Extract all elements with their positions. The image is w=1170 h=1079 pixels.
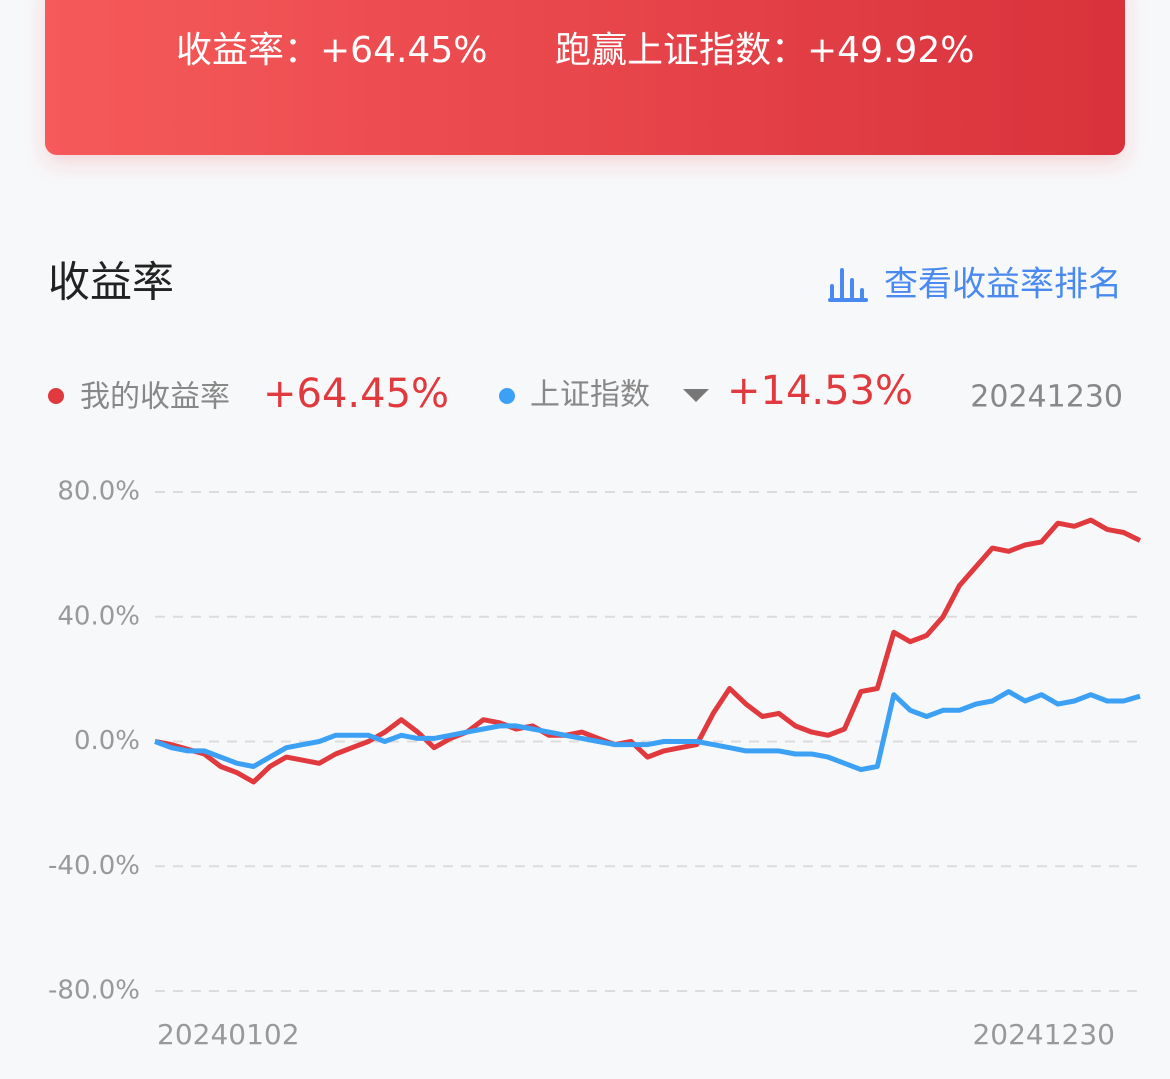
legend-value: +64.45% xyxy=(263,371,449,417)
return-value: +64.45% xyxy=(320,30,487,71)
x-tick-label: 20241230 xyxy=(972,1018,1115,1051)
ranking-link[interactable]: 查看收益率排名 xyxy=(828,265,1122,305)
banner-text: 收益率：+64.45% xyxy=(176,30,487,71)
legend-label[interactable]: 上证指数 xyxy=(530,378,650,413)
legend-value: +14.53% xyxy=(727,368,913,414)
y-tick-label: 80.0% xyxy=(57,477,140,507)
y-tick-label: -40.0% xyxy=(48,851,140,881)
dropdown-arrow[interactable] xyxy=(683,389,709,402)
ranking-icon xyxy=(828,268,868,302)
beat-label: 跑赢上证指数： xyxy=(555,30,807,71)
banner-text: 跑赢上证指数：+49.92% xyxy=(555,30,974,71)
banner xyxy=(45,0,1125,155)
y-tick-label: -80.0% xyxy=(48,976,140,1006)
legend-dot xyxy=(48,388,64,404)
legend-dot xyxy=(499,388,515,404)
series-line xyxy=(154,689,1141,773)
y-tick-label: 40.0% xyxy=(57,601,140,631)
ranking-link-text[interactable]: 查看收益率排名 xyxy=(884,265,1122,305)
section-title: 收益率 xyxy=(48,258,174,307)
x-tick-label: 20240102 xyxy=(157,1018,300,1051)
return-label: 收益率： xyxy=(176,30,320,71)
y-tick-label: 0.0% xyxy=(74,726,140,756)
legend-date: 20241230 xyxy=(970,380,1123,415)
beat-value: +49.92% xyxy=(807,30,974,71)
legend-label: 我的收益率 xyxy=(80,380,230,415)
series-line xyxy=(154,517,1142,785)
